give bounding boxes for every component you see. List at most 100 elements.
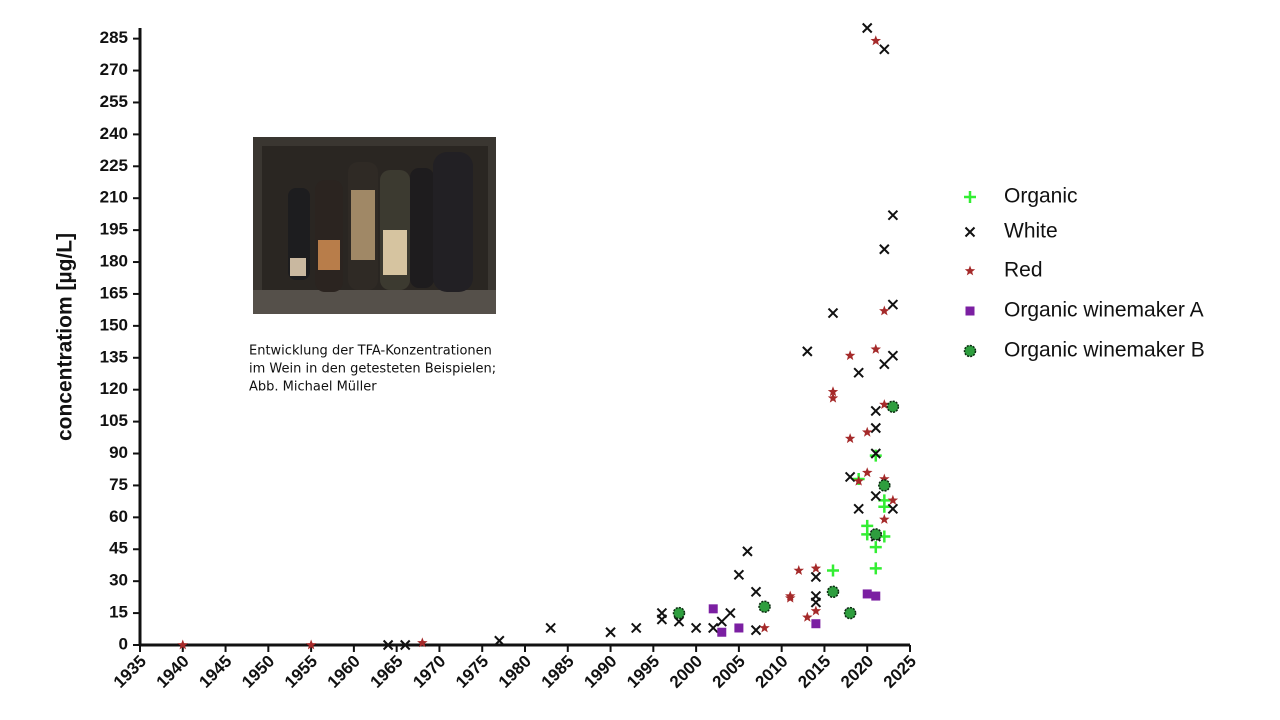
x-tick-label: 1935 bbox=[110, 652, 150, 692]
marker-plus bbox=[869, 541, 882, 554]
marker-square bbox=[862, 589, 872, 599]
y-tick-label: 180 bbox=[100, 252, 128, 271]
marker-x bbox=[725, 607, 736, 619]
marker-star bbox=[810, 562, 822, 573]
marker-x bbox=[879, 44, 890, 55]
marker-x bbox=[750, 624, 762, 636]
marker-square bbox=[871, 591, 881, 601]
marker-hexagon bbox=[672, 606, 686, 620]
y-tick-label: 90 bbox=[109, 443, 128, 462]
y-tick-label: 15 bbox=[109, 603, 128, 622]
marker-x bbox=[400, 639, 411, 651]
marker-x bbox=[844, 471, 856, 483]
y-tick-label: 255 bbox=[100, 92, 128, 111]
x-tick-label: 1975 bbox=[452, 652, 492, 692]
y-tick-label: 240 bbox=[100, 124, 128, 143]
marker-hexagon bbox=[758, 600, 771, 613]
marker-x bbox=[742, 546, 753, 557]
marker-star bbox=[827, 386, 839, 397]
marker-star bbox=[759, 622, 770, 633]
marker-star bbox=[879, 514, 890, 524]
y-tick-label: 135 bbox=[100, 347, 128, 366]
marker-star bbox=[862, 467, 873, 478]
marker-plus bbox=[878, 500, 891, 513]
x-tick-label: 2005 bbox=[709, 652, 749, 692]
caption-line: Entwicklung der TFA-Konzentrationen bbox=[249, 344, 492, 359]
marker-star bbox=[417, 637, 428, 648]
x-tick-label: 2025 bbox=[880, 652, 920, 692]
photo bbox=[253, 137, 496, 314]
marker-x bbox=[494, 635, 505, 646]
marker-x bbox=[716, 616, 727, 627]
y-tick-label: 75 bbox=[109, 475, 128, 494]
marker-x bbox=[879, 244, 890, 255]
marker-star bbox=[870, 343, 881, 354]
x-tick-label: 1995 bbox=[623, 652, 663, 692]
marker-x bbox=[862, 22, 873, 34]
marker-hexagon bbox=[878, 479, 891, 492]
marker-x bbox=[708, 622, 719, 634]
x-tick-label: 2020 bbox=[837, 652, 877, 692]
marker-x bbox=[750, 586, 762, 598]
legend-label: Red bbox=[1004, 259, 1043, 282]
y-tick-label: 270 bbox=[100, 60, 128, 79]
marker-x bbox=[879, 358, 890, 370]
marker-star bbox=[879, 305, 890, 316]
x-tick-label: 1955 bbox=[281, 652, 321, 692]
marker-star bbox=[802, 611, 813, 622]
x-tick-label: 1960 bbox=[324, 652, 364, 692]
legend-marker bbox=[965, 306, 975, 316]
y-tick-label: 120 bbox=[100, 379, 128, 398]
marker-plus bbox=[827, 564, 839, 577]
marker-x bbox=[810, 571, 822, 583]
marker-x bbox=[870, 448, 881, 459]
y-tick-label: 285 bbox=[100, 28, 128, 47]
marker-star bbox=[305, 639, 317, 650]
marker-hexagon bbox=[843, 606, 857, 620]
x-tick-label: 1940 bbox=[153, 652, 193, 692]
caption-line: im Wein in den getesteten Beispielen; bbox=[249, 362, 496, 377]
y-axis-title: concentratiom [µg/L] bbox=[54, 233, 77, 441]
y-tick-label: 30 bbox=[109, 571, 128, 590]
marker-square bbox=[811, 619, 821, 629]
caption-line: Abb. Michael Müller bbox=[249, 380, 377, 395]
x-tick-label: 1990 bbox=[580, 652, 620, 692]
marker-x bbox=[673, 616, 685, 627]
marker-hexagon bbox=[886, 400, 900, 413]
legend-label: Organic winemaker A bbox=[1004, 299, 1204, 322]
x-tick-label: 2010 bbox=[751, 652, 791, 692]
marker-star bbox=[177, 639, 188, 650]
marker-square bbox=[708, 604, 718, 614]
marker-star bbox=[879, 473, 890, 484]
marker-plus bbox=[869, 449, 882, 462]
marker-x bbox=[802, 346, 813, 357]
marker-star bbox=[844, 350, 856, 361]
marker-star bbox=[844, 433, 856, 444]
legend-marker bbox=[964, 226, 976, 238]
y-tick-label: 45 bbox=[109, 539, 128, 558]
legend-marker bbox=[964, 265, 976, 276]
y-tick-label: 150 bbox=[100, 315, 128, 334]
y-tick-label: 195 bbox=[100, 220, 128, 239]
caption: Entwicklung der TFA-Konzentrationen im We… bbox=[249, 344, 496, 395]
marker-x bbox=[545, 622, 556, 634]
marker-star bbox=[793, 565, 804, 575]
legend-label: Organic bbox=[1004, 185, 1078, 208]
legend-marker bbox=[963, 344, 977, 358]
marker-x bbox=[733, 569, 745, 580]
marker-x bbox=[827, 307, 839, 319]
marker-hexagon bbox=[869, 528, 883, 541]
y-tick-label: 210 bbox=[100, 188, 128, 207]
x-tick-label: 1950 bbox=[238, 652, 278, 692]
marker-x bbox=[853, 503, 864, 515]
y-tick-label: 105 bbox=[100, 411, 128, 430]
marker-star bbox=[862, 426, 873, 437]
x-tick-label: 1980 bbox=[495, 652, 535, 692]
marker-x bbox=[887, 299, 899, 310]
marker-x bbox=[887, 210, 899, 221]
x-tick-label: 1965 bbox=[366, 652, 406, 692]
marker-plus bbox=[869, 562, 882, 575]
marker-square bbox=[717, 627, 727, 637]
marker-x bbox=[870, 422, 881, 434]
